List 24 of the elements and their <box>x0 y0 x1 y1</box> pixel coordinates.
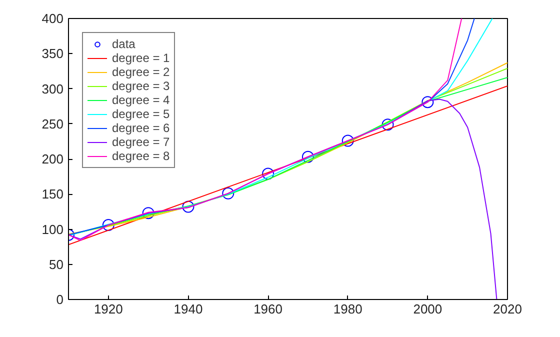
legend-label: degree = 4 <box>112 93 170 107</box>
y-tick-label: 250 <box>42 116 64 132</box>
legend-label: degree = 2 <box>112 65 170 79</box>
legend-label: degree = 1 <box>112 51 170 65</box>
x-tick-label: 2020 <box>493 302 522 316</box>
x-tick-label: 1960 <box>254 302 283 316</box>
y-tick-label: 350 <box>42 46 64 62</box>
y-tick-label: 150 <box>42 186 64 202</box>
x-tick-label: 1940 <box>174 302 203 316</box>
x-tick-label: 1920 <box>94 302 123 316</box>
legend-label: degree = 8 <box>112 149 170 163</box>
legend-label: degree = 6 <box>112 121 170 135</box>
y-tick-label: 0 <box>56 292 64 307</box>
x-tick-label: 1980 <box>333 302 362 316</box>
y-tick-label: 300 <box>42 81 64 96</box>
y-tick-label: 400 <box>42 11 64 26</box>
legend-label: degree = 3 <box>112 79 170 93</box>
legend-label: data <box>112 37 136 51</box>
legend-label: degree = 5 <box>112 107 170 121</box>
y-tick-label: 200 <box>42 152 64 166</box>
legend-label: degree = 7 <box>112 135 170 149</box>
y-tick-label: 100 <box>42 222 64 237</box>
x-tick-label: 2000 <box>413 302 442 316</box>
y-tick-label: 50 <box>49 256 64 272</box>
